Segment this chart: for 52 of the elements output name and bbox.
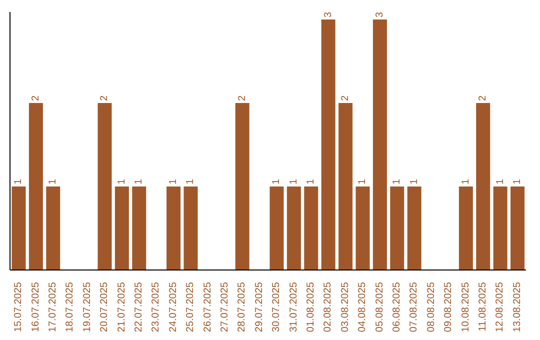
data-label: 1 <box>494 178 506 185</box>
x-tick-label: 05.08.2025 <box>374 282 386 332</box>
x-tick-label: 31.07.2025 <box>288 282 300 332</box>
data-label: 1 <box>134 178 145 185</box>
x-tick-label: 20.07.2025 <box>99 282 110 332</box>
x-tick-label: 27.07.2025 <box>220 282 230 332</box>
data-label: 2 <box>99 95 110 102</box>
data-label: 1 <box>271 178 282 185</box>
x-tick-label: 01.08.2025 <box>306 282 316 332</box>
data-label: 2 <box>30 95 42 102</box>
x-tick-label: 08.08.2025 <box>426 282 437 332</box>
x-tick-label: 18.07.2025 <box>64 282 76 332</box>
data-label: 1 <box>168 178 180 185</box>
x-tick-label: 10.08.2025 <box>460 282 472 332</box>
x-tick-label: 02.08.2025 <box>322 282 334 332</box>
x-tick-label: 23.07.2025 <box>150 282 162 332</box>
x-tick-label: 17.07.2025 <box>48 282 58 332</box>
x-tick-label: 29.07.2025 <box>254 282 265 332</box>
x-tick-label: 11.08.2025 <box>478 282 488 332</box>
x-tick-label: 21.07.2025 <box>116 282 128 332</box>
data-label: 1 <box>306 178 317 185</box>
x-tick-label: 15.07.2025 <box>13 282 24 332</box>
data-label: 1 <box>512 178 524 185</box>
data-label: 1 <box>288 178 300 185</box>
x-tick-label: 19.07.2025 <box>82 282 93 332</box>
data-label: 3 <box>322 12 334 18</box>
data-label: 1 <box>392 178 403 185</box>
x-tick-label: 13.08.2025 <box>512 282 523 332</box>
x-tick-label: 07.08.2025 <box>408 282 420 332</box>
x-tick-label: 26.07.2025 <box>202 282 214 332</box>
data-label: 1 <box>185 178 196 185</box>
data-label: 2 <box>340 95 352 102</box>
x-tick-label: 12.08.2025 <box>494 282 506 332</box>
x-tick-label: 30.07.2025 <box>271 282 282 332</box>
x-tick-label: 25.07.2025 <box>185 282 196 332</box>
data-label: 1 <box>48 178 59 185</box>
x-tick-label: 09.08.2025 <box>443 282 454 332</box>
x-tick-label: 28.07.2025 <box>236 282 248 332</box>
data-label: 1 <box>116 178 128 185</box>
x-tick-label: 24.07.2025 <box>168 282 179 332</box>
x-tick-label: 22.07.2025 <box>134 282 144 332</box>
x-tick-label: 03.08.2025 <box>340 282 351 332</box>
data-label: 2 <box>236 95 248 102</box>
x-tick-label: 04.08.2025 <box>357 282 368 332</box>
x-tick-label: 16.07.2025 <box>30 282 42 332</box>
data-label: 1 <box>460 178 472 185</box>
data-label: 1 <box>357 178 368 185</box>
x-tick-label: 06.08.2025 <box>392 282 402 332</box>
data-label: 1 <box>13 178 24 185</box>
data-label: 1 <box>408 178 420 185</box>
data-label: 3 <box>374 12 386 18</box>
data-label: 2 <box>478 95 489 102</box>
